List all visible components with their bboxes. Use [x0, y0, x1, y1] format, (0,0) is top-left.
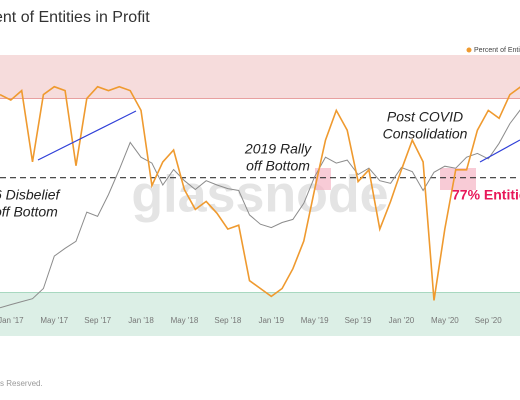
- chart-title: ent of Entities in Profit: [0, 9, 150, 26]
- x-tick-label: Jan '18: [128, 316, 154, 325]
- x-tick-label: Sep '19: [345, 316, 372, 325]
- x-tick-label: May '20: [431, 316, 459, 325]
- trend-line: [37, 110, 137, 161]
- footer: s Reserved.: [0, 379, 43, 388]
- x-tick-label: Jan '19: [258, 316, 284, 325]
- annotation: off Bottom: [0, 204, 58, 220]
- x-tick-label: May '19: [301, 316, 329, 325]
- x-tick-label: Sep '20: [475, 316, 502, 325]
- band: [0, 292, 520, 336]
- annotation: 6 Disbelief: [0, 187, 61, 203]
- highlight: [315, 168, 331, 190]
- x-tick-label: May '18: [171, 316, 199, 325]
- annotation: 77% Entities: [452, 187, 520, 203]
- annotation: off Bottom: [246, 158, 310, 174]
- annotation: Post COVID: [387, 109, 463, 125]
- watermark: glassnode: [131, 166, 388, 224]
- trend-line: [479, 139, 520, 163]
- x-tick-label: Jan '20: [389, 316, 415, 325]
- x-tick-label: Jan '17: [0, 316, 24, 325]
- x-tick-label: Sep '17: [84, 316, 111, 325]
- legend-swatch: [466, 47, 472, 53]
- x-tick-label: May '17: [40, 316, 68, 325]
- annotation: Consolidation: [383, 126, 468, 142]
- band: [0, 55, 520, 99]
- highlight: [440, 168, 476, 190]
- annotation: 2019 Rally: [244, 141, 312, 157]
- percent-line: [0, 85, 520, 301]
- price-line: [0, 109, 520, 309]
- legend-label: Percent of Entiti: [474, 47, 520, 54]
- x-tick-label: Sep '18: [214, 316, 241, 325]
